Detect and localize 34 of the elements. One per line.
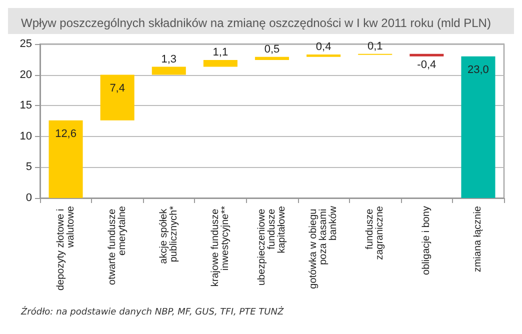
y-tick-label: 0 — [26, 192, 32, 204]
data-label: 0,1 — [367, 40, 383, 52]
chart-title: Wpływ poszczególnych składników na zmianę oszczędności w I kw 2011 roku (mld PLN) — [21, 16, 491, 30]
y-tick-label: 5 — [26, 161, 32, 174]
x-tick-label: depozyty złotowe i walutowe — [55, 206, 76, 290]
x-tick-label: zmiana łącznie — [472, 206, 484, 272]
x-tick-label: gotówka w obiegu poza kasami banków — [308, 205, 340, 289]
bar — [100, 74, 134, 120]
x-tick-label: ubezpieczeniowe fundusze kapitałowe — [256, 206, 288, 286]
bar — [152, 66, 186, 75]
x-tick-label: krajowe fundusze inwestycyjne** — [210, 206, 231, 287]
y-tick-label: 25 — [20, 38, 32, 50]
data-label: 12,6 — [55, 128, 76, 140]
x-tick-label: fundusze zagraniczne — [364, 206, 386, 260]
bar — [461, 56, 496, 198]
data-label: 1,3 — [161, 53, 177, 66]
data-label: 7,4 — [110, 82, 125, 94]
x-tick-label: akcje spółek publicznych* — [158, 206, 180, 264]
bar — [254, 56, 290, 60]
text: Źródło: na podstawie danych NBP, MF, GUS, TFI, PTE TUNŻ — [20, 306, 284, 318]
y-tick-label: 20 — [20, 68, 32, 81]
x-tick-label: otwarte fundusze emerytalne — [106, 206, 128, 285]
x-tick-label: obligacje i bony — [421, 206, 432, 275]
y-tick-label: 10 — [20, 130, 32, 142]
data-label: 0,5 — [264, 43, 280, 56]
y-tick-label: 15 — [20, 100, 32, 112]
bar — [306, 54, 341, 57]
bar — [48, 120, 83, 198]
data-label: 0,4 — [316, 40, 332, 53]
data-label: -0,4 — [417, 58, 436, 71]
bar — [203, 60, 238, 67]
bar — [410, 54, 444, 56]
data-label: 1,1 — [212, 46, 228, 59]
data-label: 23,0 — [468, 64, 489, 76]
